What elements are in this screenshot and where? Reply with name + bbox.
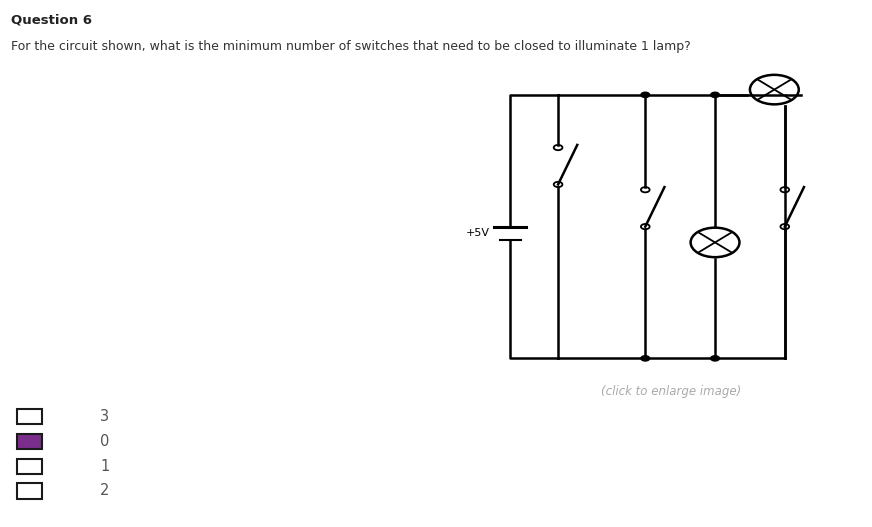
Circle shape xyxy=(711,92,719,97)
Text: +5V: +5V xyxy=(466,228,490,238)
Text: 3: 3 xyxy=(100,409,109,424)
Bar xyxy=(17,434,43,449)
Bar xyxy=(17,458,43,474)
Text: Question 6: Question 6 xyxy=(11,13,92,26)
Circle shape xyxy=(641,356,650,361)
Circle shape xyxy=(711,356,719,361)
Bar xyxy=(17,483,43,499)
Text: 0: 0 xyxy=(100,434,110,449)
Bar xyxy=(17,409,43,424)
Text: For the circuit shown, what is the minimum number of switches that need to be cl: For the circuit shown, what is the minim… xyxy=(11,40,691,53)
Text: 1: 1 xyxy=(100,458,110,474)
Text: (click to enlarge image): (click to enlarge image) xyxy=(602,385,741,398)
Circle shape xyxy=(641,92,650,97)
Text: 2: 2 xyxy=(100,483,110,499)
